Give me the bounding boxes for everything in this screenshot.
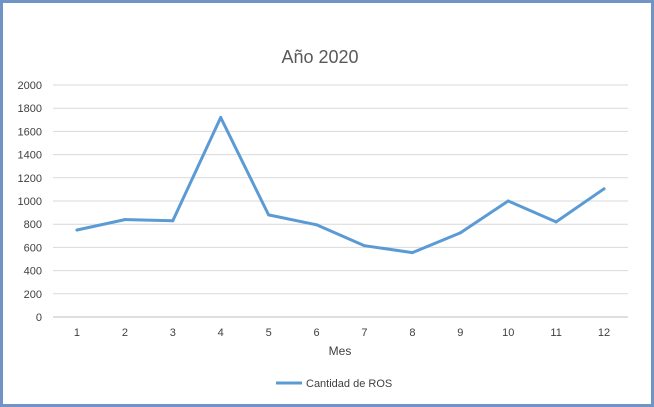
y-tick-label: 1200	[18, 173, 42, 185]
x-tick-label: 9	[457, 327, 463, 339]
y-tick-label: 400	[24, 266, 42, 278]
x-tick-label: 5	[266, 327, 272, 339]
grid-lines	[53, 84, 628, 318]
data-point	[75, 228, 79, 232]
x-tick-label: 11	[550, 327, 561, 339]
y-tick-label: 200	[24, 289, 42, 301]
data-point	[267, 213, 271, 217]
data-point	[410, 251, 414, 255]
x-tick-label: 1	[74, 327, 80, 339]
data-point	[362, 244, 366, 248]
legend-label: Cantidad de ROS	[306, 378, 392, 390]
data-point	[554, 220, 558, 224]
data-points	[75, 115, 606, 255]
y-tick-label: 1400	[18, 150, 42, 162]
x-tick-label: 6	[313, 327, 319, 339]
y-tick-label: 800	[24, 219, 42, 231]
x-tick-label: 10	[502, 327, 514, 339]
data-point	[219, 115, 223, 119]
x-tick-label: 3	[170, 327, 176, 339]
y-tick-label: 1000	[18, 196, 42, 208]
data-point	[171, 219, 175, 223]
data-point	[315, 223, 319, 227]
data-point	[458, 231, 462, 235]
data-point	[123, 218, 127, 222]
y-tick-label: 600	[24, 242, 42, 254]
y-tick-label: 1800	[18, 103, 42, 115]
x-axis-ticks: 1 2 3 4 5 6 7 8 9 10 11 12	[74, 327, 610, 339]
chart-title: Año 2020	[281, 47, 358, 67]
legend: Cantidad de ROS	[276, 378, 392, 390]
x-tick-label: 2	[122, 327, 128, 339]
y-tick-label: 0	[36, 312, 42, 324]
series-line	[75, 116, 606, 255]
x-axis-label: Mes	[329, 344, 352, 358]
y-tick-label: 2000	[18, 80, 42, 92]
data-point	[602, 187, 606, 191]
x-tick-label: 4	[218, 327, 224, 339]
x-tick-label: 12	[598, 327, 610, 339]
data-point	[506, 199, 510, 203]
x-tick-label: 7	[361, 327, 367, 339]
series-lines	[75, 116, 606, 255]
x-tick-label: 8	[409, 327, 415, 339]
y-axis-ticks: 0 200 400 600 800 1000 1200 1400 1600 1800 2000	[18, 80, 42, 324]
y-tick-label: 1600	[18, 126, 42, 138]
